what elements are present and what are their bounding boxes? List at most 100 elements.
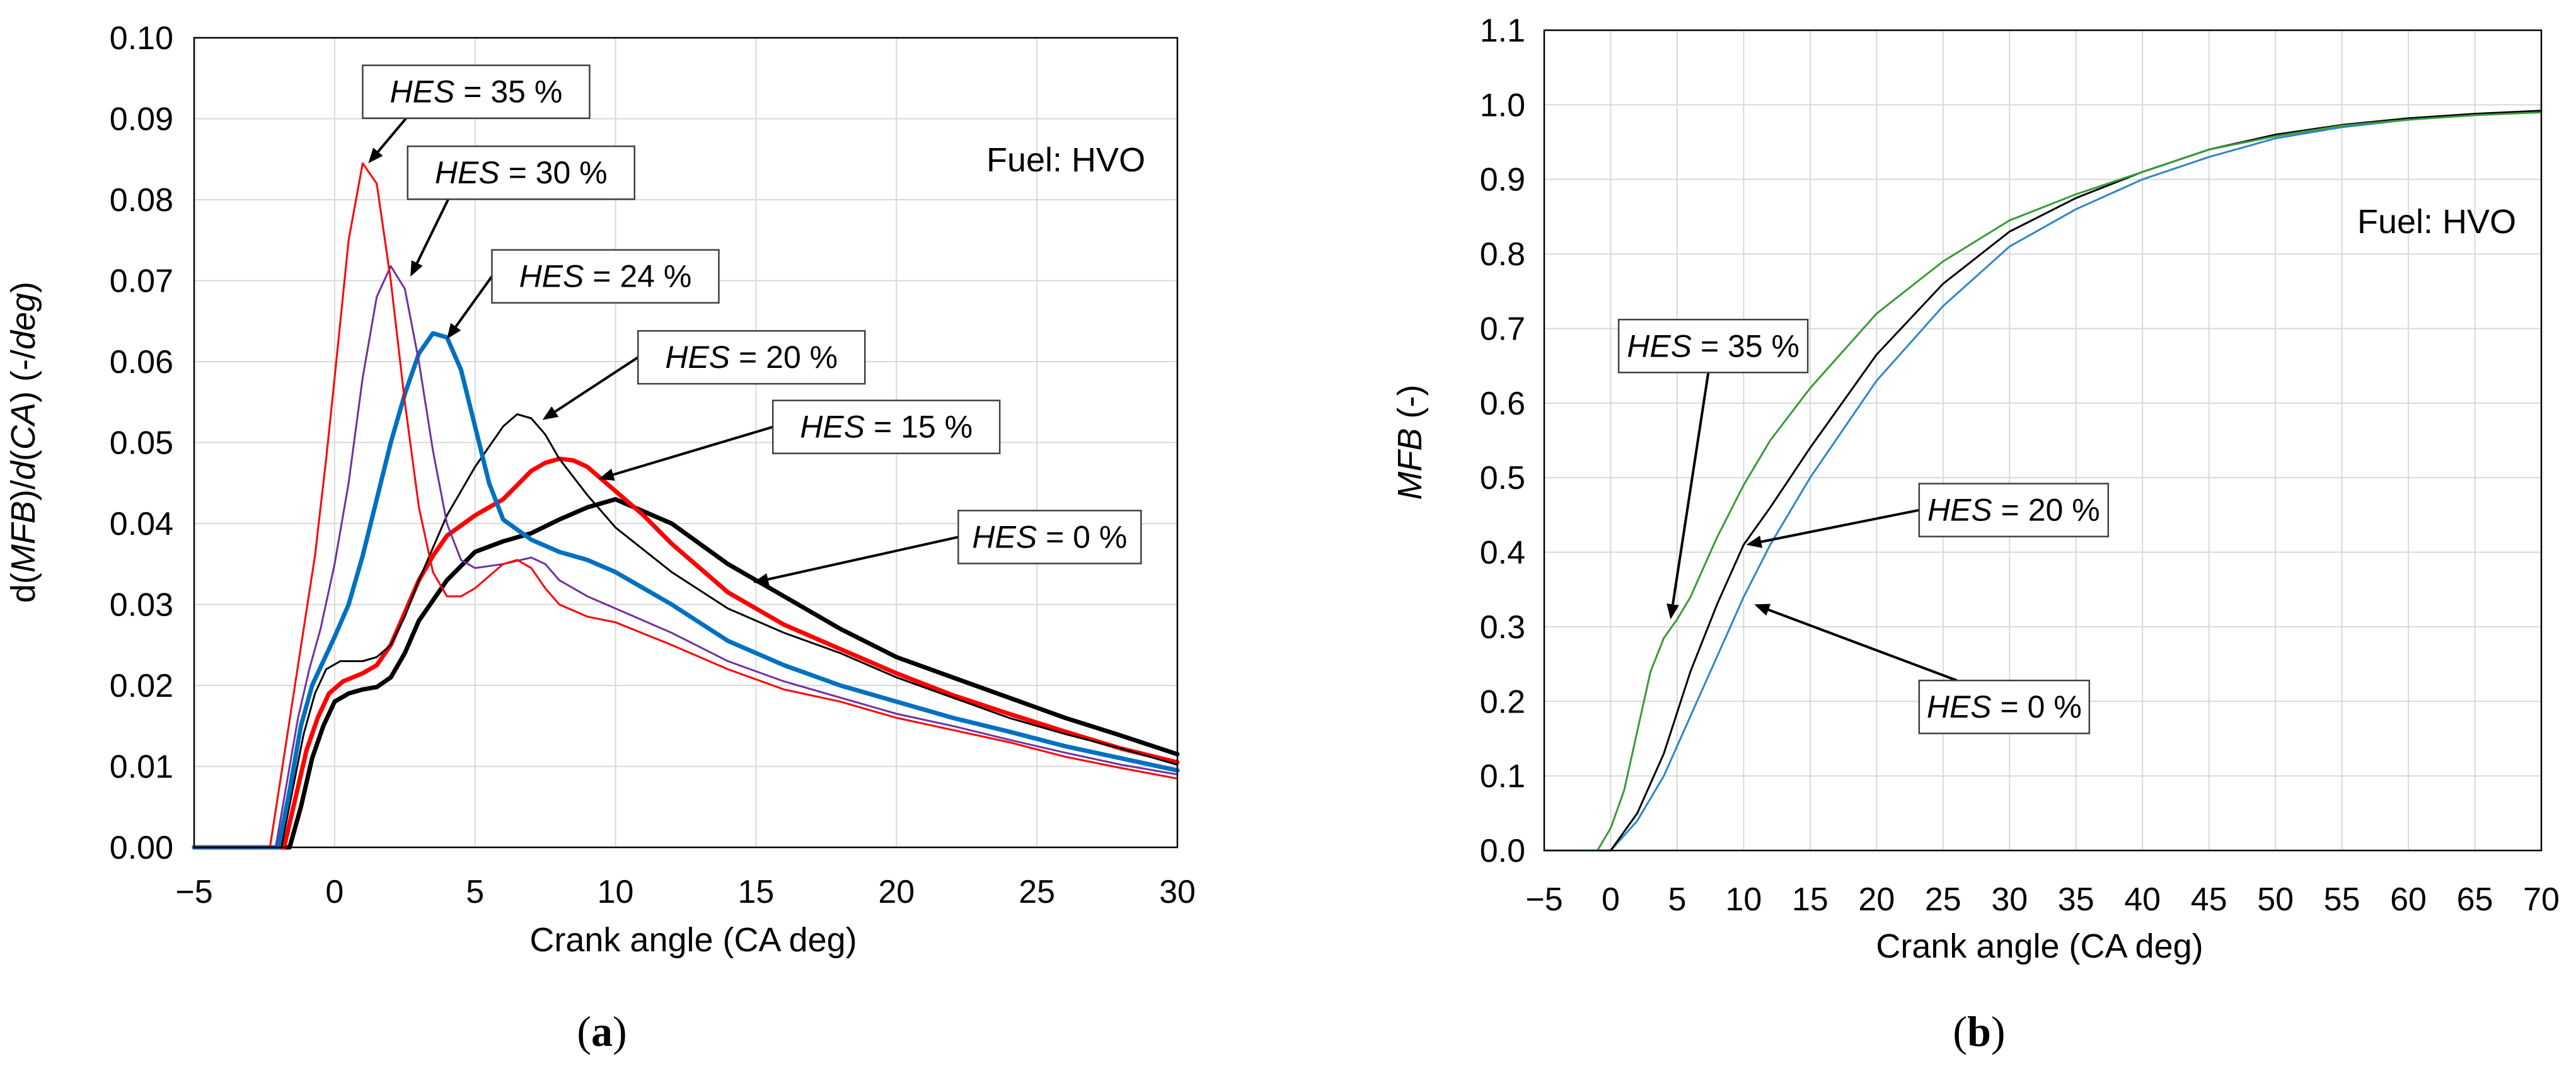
arrow-head (368, 147, 383, 164)
annotation: HES = 20 % (1746, 483, 2110, 548)
y-tick-label: 0.8 (1480, 236, 1525, 273)
annotation-label-value: = 20 % (1992, 493, 2100, 528)
y-axis-title-part: (-) (1391, 385, 1429, 428)
panel-label: (a) (577, 1007, 627, 1055)
y-tick-label: 0.3 (1480, 609, 1525, 646)
y-tick-label: 0.05 (110, 425, 173, 462)
annotation-box (1918, 679, 2091, 735)
annotation-box (1918, 483, 2110, 537)
annotation-label-var: HES (665, 340, 730, 375)
annotation-label: HES = 0 % (1927, 689, 2082, 724)
arrow-head (598, 468, 615, 481)
y-tick-label: 0.02 (110, 668, 173, 704)
y-tick-label: 0.6 (1480, 386, 1525, 422)
y-axis-title-part: MFB (1391, 428, 1429, 500)
annotation-label-value: = 35 % (454, 74, 562, 110)
annotation-label: HES = 24 % (519, 259, 692, 294)
x-tick-label: 50 (2257, 881, 2294, 918)
annotation-label: HES = 15 % (800, 410, 973, 445)
y-tick-label: 0.9 (1480, 162, 1525, 198)
arrow-head (1746, 536, 1763, 548)
y-axis-title-part: d (4, 460, 42, 480)
y-axis-title-part: deg (4, 293, 42, 350)
panel-label-open: ( (577, 1007, 591, 1055)
annotation-label-value: = 35 % (1692, 328, 1799, 364)
series-line-30-pct (193, 265, 1179, 849)
annotation-label-var: HES (972, 519, 1037, 554)
annotation-label-var: HES (1627, 328, 1692, 364)
series-line-0-pct (1543, 111, 2543, 852)
y-axis-title: MFB (-) (1391, 385, 1429, 500)
annotation-label: HES = 35 % (1627, 328, 1799, 364)
arrow-head (1754, 604, 1771, 616)
plot-frame (1543, 29, 2543, 852)
x-tick-label: 20 (878, 874, 915, 910)
fuel-note: Fuel: HVO (2357, 203, 2516, 241)
panel-label-letter: a (591, 1007, 613, 1055)
annotation-label-var: HES (435, 155, 500, 190)
y-tick-label: 0.01 (110, 749, 173, 786)
x-tick-label: −5 (175, 874, 212, 910)
y-tick-label: 1.1 (1480, 13, 1525, 49)
annotation-box (407, 145, 635, 200)
annotation-label-value: = 30 % (500, 155, 608, 190)
annotation-label-value: = 0 % (1037, 519, 1127, 554)
gridlines (1544, 30, 2542, 851)
annotation-box (771, 399, 1001, 454)
series-line-20-pct (193, 413, 1179, 849)
annotation-label: HES = 0 % (972, 519, 1127, 554)
annotation-label-value: = 0 % (1992, 689, 2082, 724)
annotation-box (491, 249, 720, 304)
y-tick-label: 0.7 (1480, 311, 1525, 347)
annotation-label-value: = 15 % (865, 410, 973, 445)
y-tick-label: 0.10 (110, 20, 173, 57)
annotation: HES = 35 % (362, 64, 591, 164)
annotation-label-var: HES (800, 410, 865, 445)
x-tick-label: 30 (1991, 881, 2028, 918)
annotation-box (957, 510, 1142, 564)
y-tick-label: 0.04 (110, 506, 173, 542)
y-axis-title-part: ) (-/ (4, 350, 42, 403)
x-tick-label: 30 (1159, 874, 1196, 910)
annotation-arrow (767, 536, 959, 581)
series-line-35-pct (1543, 111, 2543, 852)
y-tick-label: 0.03 (110, 587, 173, 624)
series-line-15-pct (192, 456, 1180, 850)
annotation: HES = 20 % (542, 329, 866, 420)
annotation: HES = 15 % (598, 399, 1001, 481)
series-group (1543, 110, 2543, 852)
x-axis-title: Crank angle (CA deg) (1876, 927, 2203, 965)
annotation-arrow (554, 356, 639, 413)
annotation: HES = 35 % (1617, 319, 1809, 620)
y-axis-title-part: )/ (4, 480, 42, 501)
fuel-note: Fuel: HVO (986, 141, 1145, 179)
annotation-box (637, 329, 866, 385)
annotation-arrow (1672, 372, 1710, 605)
x-tick-label: 25 (1925, 881, 1961, 918)
chart-b: 0.0 0.1 0.2 0.3 0.4 0.5 0.6 0.7 0.8 0.9 1.0 1.1 −5 0 5… (1391, 13, 2560, 1055)
panel-label-letter: b (1967, 1007, 1991, 1055)
y-axis-title-part: d( (4, 573, 42, 603)
series-line-0-pct (192, 497, 1180, 850)
x-tick-label: 20 (1858, 881, 1895, 918)
annotation-label: HES = 30 % (435, 155, 608, 190)
annotation-arrow (613, 425, 773, 476)
y-tick-label: 0.09 (110, 101, 173, 138)
y-tick-label: 1.0 (1480, 87, 1525, 123)
x-tick-label: 60 (2390, 881, 2427, 918)
y-axis-title: d(MFB)/d(CA) (-/deg) (4, 282, 42, 603)
annotation-label: HES = 20 % (1927, 493, 2100, 528)
y-tick-label: 0.0 (1480, 833, 1525, 869)
arrow-head (753, 573, 770, 586)
x-tick-label: 10 (1725, 881, 1762, 918)
x-tick-label: 15 (738, 874, 775, 910)
annotation: HES = 24 % (447, 249, 720, 340)
y-axis-title-part: CA (4, 403, 42, 450)
arrow-head (542, 406, 559, 420)
y-axis-title-part: MFB (4, 501, 42, 573)
y-tick-label: 0.07 (110, 263, 173, 300)
annotation-label: HES = 20 % (665, 340, 838, 375)
series-line-35-pct (193, 162, 1179, 849)
panel-label-close: ) (1991, 1007, 2006, 1055)
